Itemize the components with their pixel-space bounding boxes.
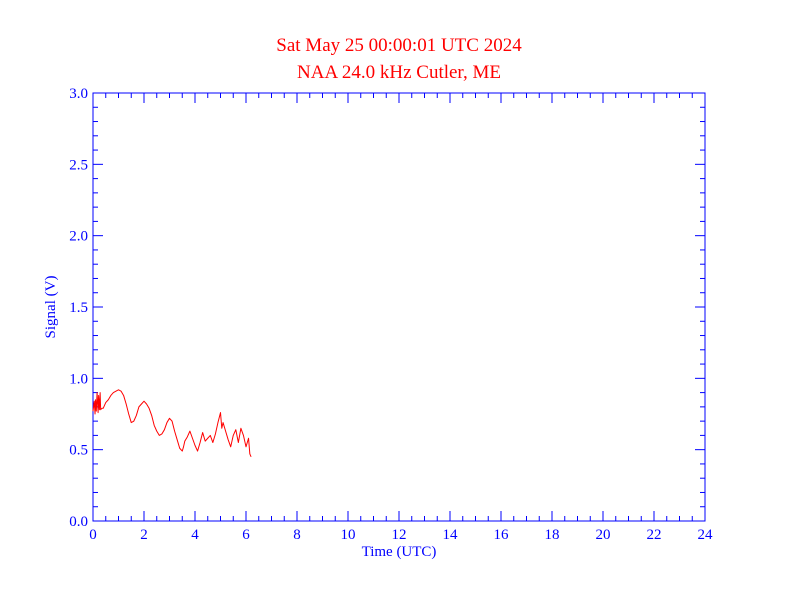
plot-frame xyxy=(92,92,706,522)
x-tick-label: 12 xyxy=(392,527,407,543)
series-group xyxy=(92,389,252,458)
x-tick-label: 6 xyxy=(242,527,250,543)
tick-marks xyxy=(92,92,706,522)
chart-title: Sat May 25 00:00:01 UTC 2024 xyxy=(276,35,522,56)
x-tick-label: 10 xyxy=(341,527,356,543)
chart-subtitle: NAA 24.0 kHz Cutler, ME xyxy=(297,62,501,83)
x-tick-labels: 0 2 4 6 8 10 12 14 16 18 20 22 24 xyxy=(89,527,713,543)
x-tick-label: 24 xyxy=(698,527,714,543)
x-tick-label: 8 xyxy=(293,527,301,543)
x-tick-label: 22 xyxy=(647,527,662,543)
x-tick-label: 0 xyxy=(89,527,97,543)
x-tick-label: 4 xyxy=(191,527,199,543)
y-tick-label: 0.0 xyxy=(69,514,88,530)
y-tick-labels: 0.0 0.5 1.0 1.5 2.0 2.5 3.0 xyxy=(69,86,88,530)
x-tick-label: 20 xyxy=(596,527,611,543)
x-tick-label: 14 xyxy=(443,527,459,543)
y-tick-label: 0.5 xyxy=(69,443,88,459)
x-tick-label: 18 xyxy=(545,527,560,543)
y-tick-label: 2.0 xyxy=(69,229,88,245)
y-tick-label: 2.5 xyxy=(69,157,88,173)
series-line xyxy=(92,389,252,458)
y-tick-label: 1.0 xyxy=(69,371,88,387)
y-tick-label: 3.0 xyxy=(69,86,88,102)
y-tick-label: 1.5 xyxy=(69,300,88,316)
y-axis-label: Signal (V) xyxy=(43,276,59,339)
x-axis-label: Time (UTC) xyxy=(362,544,437,560)
x-tick-label: 16 xyxy=(494,527,510,543)
x-tick-label: 2 xyxy=(140,527,148,543)
